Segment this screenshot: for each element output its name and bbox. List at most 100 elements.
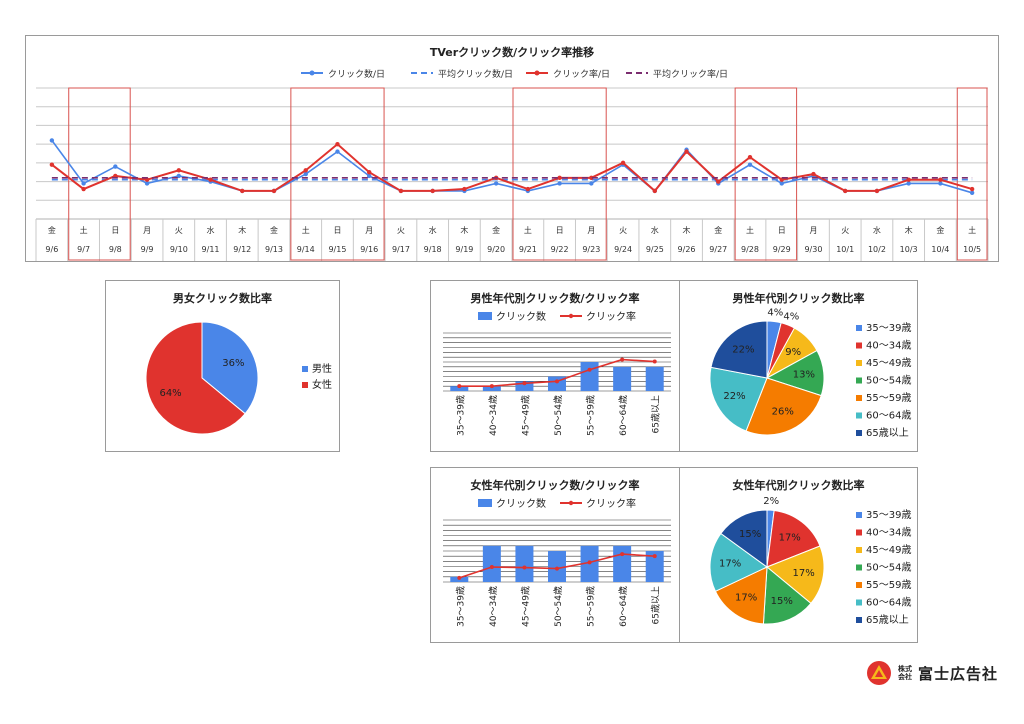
female-age-pie-chart: 2% 17% 17% 15% 17% 17% 15% 35～39歳 40～34歳 45～49歳 50…: [709, 496, 911, 626]
female-age-chart-title: 女性年代別クリック数/クリック率: [470, 479, 640, 492]
pie-slice: [762, 565, 812, 625]
weekday-label: 土: [80, 225, 88, 235]
legend-label: 平均クリック率/日: [653, 68, 728, 80]
date-label: 9/13: [265, 245, 283, 254]
date-label: 9/30: [804, 245, 822, 254]
rate-point: [652, 359, 657, 364]
pie-slice: [745, 377, 822, 436]
pie-data-label: 17%: [792, 568, 814, 579]
bar: [580, 362, 599, 391]
legend-swatch: [478, 499, 492, 507]
date-label: 10/1: [836, 245, 854, 254]
data-point-clicks: [335, 149, 340, 154]
pie-data-label: 15%: [739, 529, 761, 540]
weekday-label: 火: [397, 226, 405, 235]
weekday-label: 土: [968, 225, 976, 235]
date-label: 10/3: [900, 245, 918, 254]
weekday-label: 土: [524, 225, 532, 235]
rate-point: [652, 554, 657, 559]
data-point-ctr: [874, 188, 880, 194]
data-point-clicks: [589, 181, 594, 186]
category-label: 65歳以上: [650, 395, 662, 433]
rate-point: [457, 575, 462, 580]
legend-swatch: [856, 412, 862, 419]
weekday-label: 火: [619, 226, 627, 235]
rate-point: [522, 565, 527, 570]
rate-point: [555, 566, 559, 571]
date-label: 9/26: [678, 245, 696, 254]
date-label: 9/10: [170, 245, 188, 254]
category-label: 65歳以上: [650, 586, 662, 624]
date-label: 9/12: [233, 245, 251, 254]
bar: [613, 545, 632, 582]
weekday-label: 月: [143, 226, 151, 235]
weekend-highlight-box: [956, 87, 988, 261]
legend-label: クリック率: [586, 310, 636, 323]
pie-data-label: 17%: [735, 593, 757, 604]
legend-label: 45～49歳: [866, 544, 911, 556]
pie-data-label: 22%: [723, 391, 745, 402]
date-label: 9/15: [328, 245, 346, 254]
data-point-ctr: [969, 186, 975, 192]
legend-label: 65歳以上: [866, 427, 909, 439]
legend-swatch: [856, 564, 862, 571]
date-label: 9/27: [709, 245, 727, 254]
weekday-label: 月: [809, 226, 817, 235]
legend-swatch: [856, 617, 862, 623]
legend-label: 40～34歳: [866, 340, 911, 352]
legend-label: 50～54歳: [866, 375, 911, 387]
date-label: 9/29: [773, 245, 791, 254]
weekday-label: 日: [333, 226, 341, 235]
weekday-label: 日: [778, 226, 786, 235]
legend-label: クリック数: [496, 310, 546, 323]
legend-label: 65歳以上: [866, 614, 909, 626]
weekday-label: 金: [48, 225, 56, 235]
data-point-ctr: [843, 188, 848, 194]
category-label: 55～59歳: [585, 586, 597, 627]
weekday-label: 木: [460, 225, 468, 235]
legend-label: 平均クリック数/日: [438, 68, 513, 80]
weekday-label: 金: [936, 225, 944, 235]
data-point-ctr: [620, 160, 626, 166]
data-point-ctr: [208, 177, 213, 182]
weekday-label: 水: [429, 225, 437, 235]
rate-point: [587, 560, 592, 565]
legend-label: 55～59歳: [866, 579, 911, 591]
bar: [450, 386, 469, 391]
pie-data-label: 17%: [779, 533, 801, 544]
bar: [645, 551, 664, 582]
category-label: 50～54歳: [552, 395, 564, 436]
date-label: 9/20: [487, 245, 505, 254]
category-label: 45～49歳: [519, 395, 531, 436]
pie-data-label: 26%: [772, 407, 794, 418]
date-label: 10/4: [931, 245, 949, 254]
data-point-clicks: [747, 162, 753, 167]
legend-label: 35～39歳: [866, 509, 911, 521]
data-point-ctr: [589, 175, 594, 181]
pie-data-label: 15%: [771, 596, 793, 607]
data-point-ctr: [303, 168, 308, 173]
data-point-ctr: [652, 188, 657, 194]
male-age-pie-title: 男性年代別クリック数比率: [732, 292, 865, 305]
bar: [645, 366, 664, 391]
weekday-label: 水: [207, 225, 215, 235]
weekday-label: 土: [746, 225, 754, 235]
data-point-ctr: [176, 168, 181, 173]
data-point-ctr: [81, 186, 86, 192]
data-point-clicks: [906, 181, 911, 186]
pie-data-label: 22%: [732, 344, 754, 355]
legend-swatch: [856, 582, 862, 588]
legend-label: 60～64歳: [866, 410, 911, 422]
male-age-pie-chart: 4% 4% 9% 13% 26% 22% 22% 35～39歳 40～34歳 45～49歳 50～5…: [709, 308, 911, 439]
legend-swatch: [856, 547, 862, 553]
data-point-clicks: [493, 181, 499, 186]
date-label: 9/19: [455, 245, 473, 254]
data-point-ctr: [430, 188, 435, 194]
category-label: 40～34歳: [487, 395, 499, 436]
date-label: 9/6: [45, 245, 58, 254]
legend-swatch: [302, 382, 308, 388]
rate-point: [489, 384, 494, 389]
weekday-label: 金: [714, 225, 722, 235]
series-line-ctr: [51, 142, 973, 193]
legend-swatch: [302, 366, 308, 372]
